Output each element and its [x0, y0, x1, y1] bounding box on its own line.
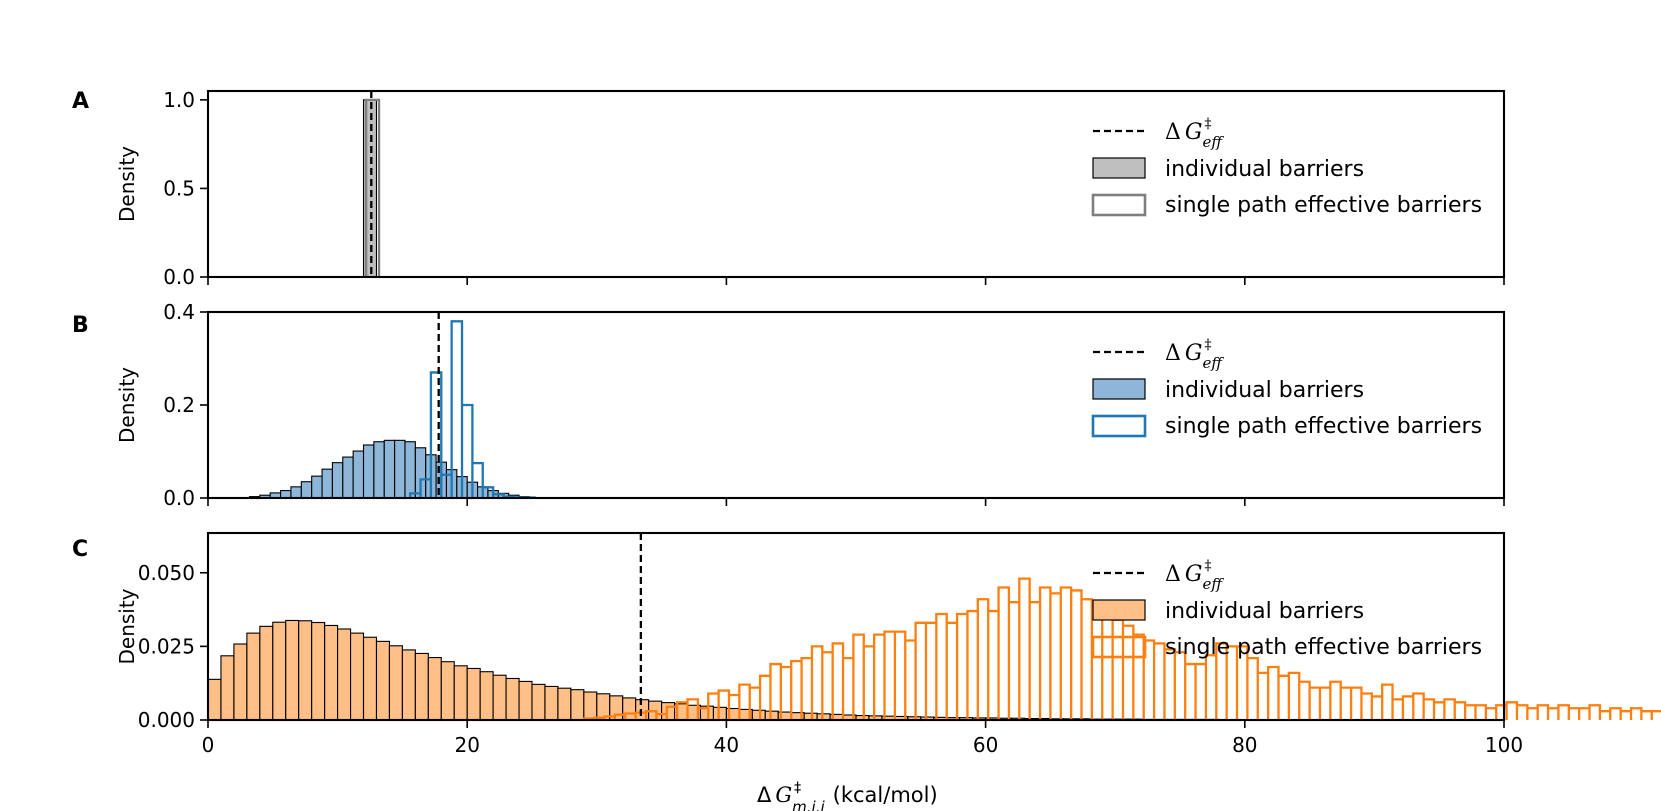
individual-barrier-bar: [342, 456, 354, 499]
legend-individual-swatch-icon: [1092, 157, 1146, 179]
individual-barrier-bar: [383, 439, 396, 499]
legend-b: Δ G ‡ eff individual barriers single path eff…: [1091, 337, 1482, 439]
individual-barrier-bar: [404, 441, 416, 499]
individual-barrier-bar: [259, 625, 274, 721]
individual-barrier-bar: [233, 643, 248, 721]
individual-barrier-bar: [300, 481, 313, 499]
panel-tag-b: B: [72, 313, 89, 338]
individual-barrier-bar: [394, 439, 406, 499]
legend-single-path-label: single path effective barriers: [1165, 193, 1482, 218]
individual-barrier-bar: [375, 640, 390, 721]
individual-barrier-bar: [311, 475, 323, 499]
panel-a: A Density 0.0 0.5 1.0 Δ G ‡ eff individual barrie…: [72, 88, 1506, 289]
y-tick-label: 0.000: [138, 708, 195, 732]
x-axis-label-text: Δ G ‡ m,i,j (kcal/mol): [757, 780, 938, 811]
individual-barrier-bar: [570, 689, 585, 721]
individual-barrier-bar: [311, 621, 326, 721]
y-tick-label: 0.2: [163, 393, 195, 417]
legend-individual-label: individual barriers: [1165, 378, 1364, 403]
single-path-histogram: [582, 577, 1661, 720]
legend-single-path-label: single path effective barriers: [1165, 635, 1482, 660]
single-path-histogram: [364, 98, 381, 277]
y-axis-label-b: Density: [115, 367, 139, 443]
axes-frame-a: [206, 89, 1506, 279]
individual-barrier-bar: [661, 702, 676, 721]
individual-barrier-bar: [466, 667, 481, 721]
legend-effective-barrier-label: Δ G ‡ eff: [1165, 337, 1224, 372]
y-tick-label: 0.4: [163, 300, 195, 324]
legend-individual-label: individual barriers: [1165, 157, 1364, 182]
x-tick-label: 60: [973, 733, 998, 757]
x-tick-label: 20: [454, 733, 479, 757]
individual-barrier-bar: [492, 674, 507, 721]
y-tick-label: 0.0: [163, 265, 195, 289]
individual-barrier-bar: [272, 621, 287, 721]
legend-single-path-label: single path effective barriers: [1165, 414, 1482, 439]
individual-barrier-bar: [246, 632, 261, 721]
individual-barrier-bar: [350, 632, 365, 721]
y-tick-label: 0.0: [163, 486, 195, 510]
individual-barrier-bar: [440, 661, 455, 721]
y-tick-label: 1.0: [163, 88, 195, 112]
x-tick-label: 0: [202, 733, 215, 757]
individual-barrier-bar: [352, 450, 365, 499]
y-axis-label-a: Density: [115, 146, 139, 222]
legend-single-path-swatch-icon: [1091, 414, 1147, 438]
legend-c: Δ G ‡ eff individual barriers single path eff…: [1091, 558, 1482, 660]
y-axis-label-c: Density: [115, 588, 139, 664]
panel-tag-a: A: [72, 89, 89, 114]
individual-barrier-bar: [764, 710, 779, 721]
individual-barrier-bar: [751, 709, 766, 721]
individual-barrier-bar: [414, 652, 429, 721]
x-tick-label: 40: [714, 733, 739, 757]
y-tick-label: 0.025: [138, 634, 195, 658]
legend-individual-swatch-icon: [1092, 378, 1146, 400]
individual-barrier-bar: [324, 624, 339, 721]
individual-barrier-bar: [290, 486, 302, 499]
individual-barrier-bar: [373, 441, 385, 499]
individual-barrier-bar: [207, 678, 222, 721]
individual-barrier-bar: [401, 649, 416, 721]
individual-barrier-bar: [712, 706, 727, 721]
legend-individual-swatch-icon: [1092, 599, 1146, 621]
individual-barrier-bar: [362, 444, 375, 499]
individual-barrier-bar: [331, 462, 344, 499]
individual-barrier-bar: [544, 685, 559, 721]
individual-barrier-bar: [557, 687, 572, 721]
individual-barrier-bar: [285, 619, 300, 721]
panel-b: B Density 0.0 0.2 0.4 Δ G ‡ eff individual barrie…: [72, 300, 1506, 510]
legend-single-path-swatch-icon: [1091, 635, 1147, 659]
individual-barrier-bar: [479, 671, 494, 721]
individual-barrier-bar: [388, 645, 403, 721]
legend-effective-barrier-label: Δ G ‡ eff: [1165, 558, 1224, 593]
legend-individual-label: individual barriers: [1165, 599, 1364, 624]
x-tick-label: 100: [1485, 733, 1523, 757]
individual-barrier-bar: [583, 691, 598, 721]
x-axis-label: Δ G ‡ m,i,j (kcal/mol): [757, 780, 938, 811]
individual-barrier-bar: [427, 657, 442, 721]
individual-barrier-bar: [280, 490, 292, 499]
individual-barrier-bar: [505, 677, 520, 721]
individual-barrier-bar: [337, 628, 352, 721]
panel-c: C Density 0 20 40 60 80 100 0.000 0.025 0.050 Δ G ‡ ef…: [72, 531, 1661, 757]
individual-barrier-bar: [362, 636, 378, 721]
y-tick-label: 0.5: [163, 176, 195, 200]
x-tick-label: 80: [1232, 733, 1257, 757]
individual-barrier-bar: [518, 680, 533, 721]
panel-tag-c: C: [72, 537, 88, 562]
legend-a: Δ G ‡ eff individual barriers single path eff…: [1091, 116, 1482, 218]
legend-effective-barrier-label: Δ G ‡ eff: [1165, 116, 1224, 151]
individual-barrier-bar: [453, 665, 468, 721]
individual-barrier-bar: [531, 683, 546, 721]
axes-frame-c: [206, 531, 1506, 722]
legend-single-path-swatch-icon: [1091, 193, 1147, 217]
individual-barrier-bar: [220, 655, 235, 721]
individual-barrier-bar: [321, 468, 333, 499]
individual-barrier-bar: [298, 620, 313, 721]
y-tick-label: 0.050: [138, 561, 195, 585]
